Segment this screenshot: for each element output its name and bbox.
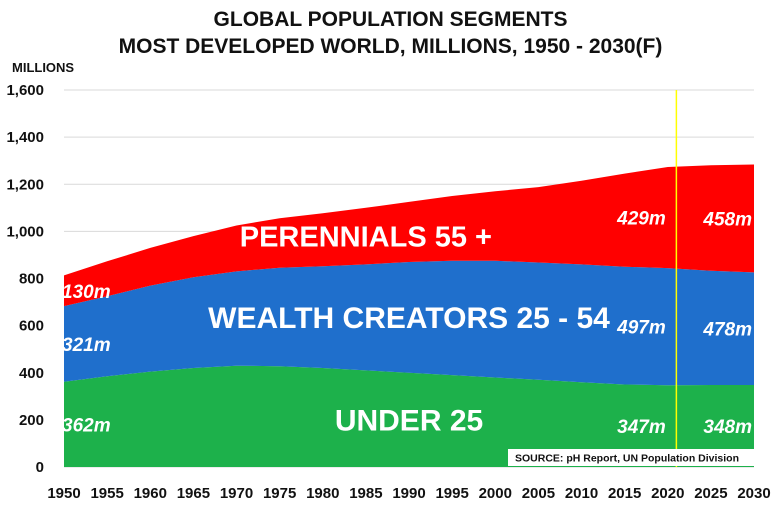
x-tick-label: 2015	[608, 485, 641, 502]
y-tick-label: 200	[19, 412, 44, 429]
x-tick-label: 1965	[177, 485, 210, 502]
chart-title: GLOBAL POPULATION SEGMENTS	[213, 8, 568, 31]
x-tick-label: 1955	[90, 485, 123, 502]
segment-labels: UNDER 25 WEALTH CREATORS 25 - 54 PERENNIAL…	[208, 222, 610, 438]
area-wealth-creators-25-54	[64, 260, 754, 386]
y-tick-label: 800	[19, 271, 44, 288]
segment-label: WEALTH CREATORS 25 - 54	[208, 302, 610, 335]
x-tick-label: 1960	[134, 485, 167, 502]
source-box-background	[508, 449, 754, 466]
segment-label: UNDER 25	[335, 405, 483, 438]
value-label: 347m	[617, 417, 666, 438]
y-axis-units-label: MILLIONS	[12, 60, 74, 75]
value-label: 362m	[62, 415, 111, 436]
value-label: 429m	[616, 209, 666, 230]
x-tick-label: 1975	[263, 485, 296, 502]
x-tick-label: 2020	[651, 485, 684, 502]
area-under-25	[64, 365, 754, 467]
x-tick-label: 2030	[737, 485, 770, 502]
value-label: 130m	[62, 282, 111, 303]
x-axis-ticks: 1950 1955 1960 1965 1970 1975 1980 1985 1990 1995…	[47, 485, 770, 502]
x-tick-label: 1980	[306, 485, 339, 502]
y-tick-label: 0	[36, 459, 44, 476]
value-label: 458m	[702, 209, 752, 230]
y-axis-ticks: 0 200 400 600 800 1,000 1,200 1,400 1,600	[6, 82, 44, 476]
chart-title-block: GLOBAL POPULATION SEGMENTS MOST DEVELOPE…	[0, 6, 781, 60]
area-series	[64, 164, 754, 467]
value-label: 348m	[703, 417, 752, 438]
y-tick-label: 400	[19, 365, 44, 382]
x-tick-label: 1950	[47, 485, 80, 502]
x-tick-label: 1985	[349, 485, 382, 502]
source-box: SOURCE: pH Report, UN Population Divisio…	[508, 449, 754, 466]
area-perennials-55	[64, 164, 754, 307]
value-label: 497m	[616, 318, 666, 339]
x-tick-label: 1970	[220, 485, 253, 502]
x-tick-label: 1995	[435, 485, 468, 502]
y-tick-label: 1,200	[6, 176, 44, 193]
y-tick-label: 1,400	[6, 129, 44, 146]
x-tick-label: 2000	[479, 485, 512, 502]
x-tick-label: 2025	[694, 485, 727, 502]
source-note: SOURCE: pH Report, UN Population Divisio…	[515, 453, 739, 465]
value-labels: 130m 321m 362m 429m 497m 347m 458m 478m 348m	[62, 209, 752, 439]
value-label: 321m	[62, 335, 111, 356]
value-label: 478m	[702, 320, 752, 341]
x-tick-label: 1990	[392, 485, 425, 502]
y-tick-label: 600	[19, 318, 44, 335]
x-tick-label: 2010	[565, 485, 598, 502]
segment-label: PERENNIALS 55 +	[240, 222, 492, 254]
chart-subtitle: MOST DEVELOPED WORLD, MILLIONS, 1950 - 2…	[118, 35, 663, 58]
y-tick-label: 1,000	[6, 223, 44, 240]
y-tick-label: 1,600	[6, 82, 44, 99]
x-tick-label: 2005	[522, 485, 555, 502]
